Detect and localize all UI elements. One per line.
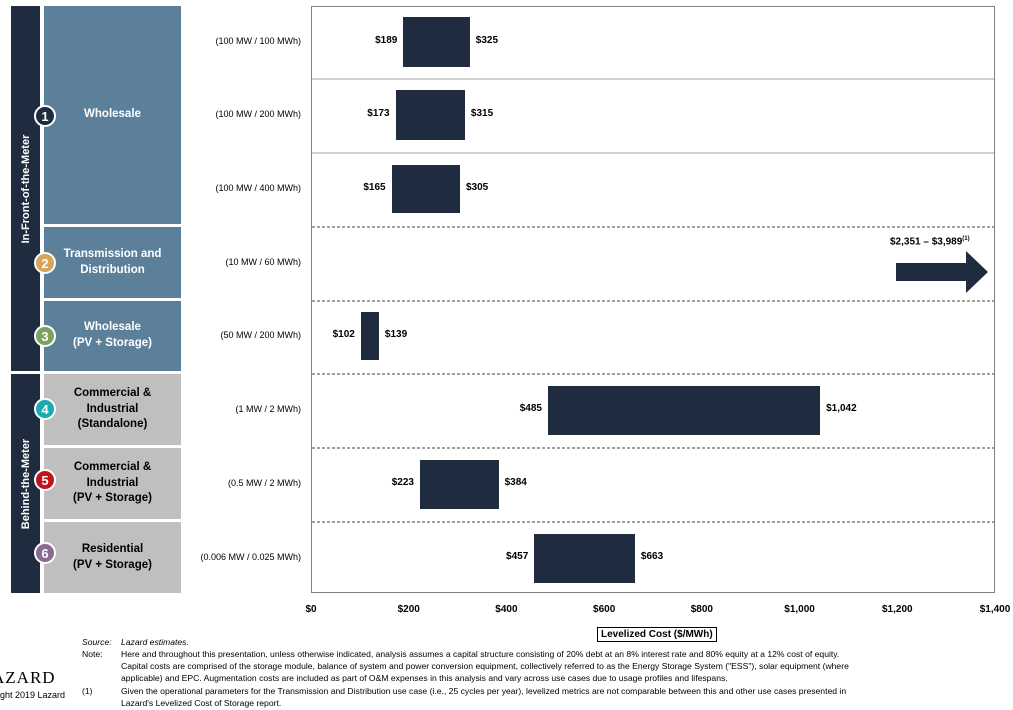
range-low-label: $485 (519, 403, 542, 414)
row-spec-label: (0.5 MW / 2 MWh) (227, 478, 301, 488)
x-tick-label: $1,000 (784, 604, 815, 615)
x-tick-label: $400 (495, 604, 518, 615)
use-case-wholesale: Wholesale (44, 6, 181, 224)
range-bar (360, 312, 379, 360)
x-tick-label: $800 (690, 604, 713, 615)
footnote-marker: (1) (962, 236, 970, 242)
source-label: Source: (82, 637, 112, 647)
note-label: Note: (82, 649, 103, 659)
side-group-label: In-Front-of-the-Meter (19, 134, 32, 243)
row-spec-label: (100 MW / 200 MWh) (215, 109, 301, 119)
range-bar (395, 90, 465, 140)
range-high-label: $325 (475, 35, 499, 46)
x-tick-label: $0 (305, 604, 317, 615)
lazard-logo: AZARD (0, 668, 56, 687)
range-high-label: $384 (504, 477, 527, 488)
footnote-text-2: Lazard's Levelized Cost of Storage repor… (121, 698, 282, 708)
source-text: Lazard estimates. (121, 637, 189, 647)
x-tick-label: $200 (397, 604, 420, 615)
range-low-label: $223 (391, 477, 414, 488)
row-spec-label: (100 MW / 100 MWh) (215, 36, 301, 46)
note-text-2: Capital costs are comprised of the stora… (121, 661, 849, 671)
note-text-1: Here and throughout this presentation, u… (121, 649, 840, 659)
range-low-label: $173 (367, 108, 390, 119)
side-group-front-of-meter: In-Front-of-the-Meter (11, 6, 40, 371)
range-bar (547, 385, 821, 435)
range-bar (419, 459, 499, 509)
row-spec-label: (100 MW / 400 MWh) (215, 183, 301, 193)
range-high-label: $663 (640, 551, 664, 562)
off-scale-arrow-icon (896, 251, 988, 293)
range-low-label: $102 (332, 329, 355, 340)
use-case-number-3: 3 (34, 325, 56, 347)
use-case-ci-standalone: Commercial & Industrial (Standalone) (44, 374, 181, 445)
range-low-label: $457 (506, 551, 529, 562)
range-high-label: $1,042 (826, 403, 857, 414)
note-text-3: applicable) and EPC. Augmentation costs … (121, 673, 728, 683)
row-spec-label: (50 MW / 200 MWh) (220, 330, 301, 340)
range-low-label: $189 (375, 35, 398, 46)
x-tick-label: $1,400 (979, 604, 1011, 615)
chart-plot-area (311, 6, 995, 593)
off-scale-range-label: $2,351 – $3,989(1) (890, 236, 970, 248)
use-case-number-6: 6 (34, 542, 56, 564)
use-case-number-2: 2 (34, 252, 56, 274)
chart-svg (312, 78, 994, 523)
x-tick-label: $600 (593, 604, 616, 615)
use-case-number-5: 5 (34, 469, 56, 491)
copyright-text: ght 2019 Lazard (0, 690, 66, 700)
use-case-residential: Residential (PV + Storage) (44, 522, 181, 593)
footnote-label: (1) (82, 686, 93, 696)
side-group-label: Behind-the-Meter (19, 438, 32, 529)
range-high-label: $305 (466, 182, 489, 193)
use-case-number-1: 1 (34, 105, 56, 127)
range-low-label: $165 (363, 182, 386, 193)
row-spec-label: (0.006 MW / 0.025 MWh) (200, 552, 301, 562)
use-case-wholesale-pv: Wholesale (PV + Storage) (44, 301, 181, 371)
use-case-number-4: 4 (34, 398, 56, 420)
range-high-label: $315 (470, 108, 494, 119)
x-tick-label: $1,200 (881, 604, 913, 615)
range-bar (391, 165, 460, 213)
range-bar (534, 533, 635, 583)
range-bar (403, 17, 470, 67)
range-high-label: $139 (384, 329, 408, 340)
row-spec-label: (10 MW / 60 MWh) (225, 257, 301, 267)
footnote-text-1: Given the operational parameters for the… (121, 686, 847, 696)
row-spec-label: (1 MW / 2 MWh) (235, 404, 302, 414)
use-case-transmission: Transmission and Distribution (44, 227, 181, 298)
use-case-ci-pv: Commercial & Industrial (PV + Storage) (44, 448, 181, 519)
x-axis-title: Levelized Cost ($/MWh) (597, 627, 717, 642)
